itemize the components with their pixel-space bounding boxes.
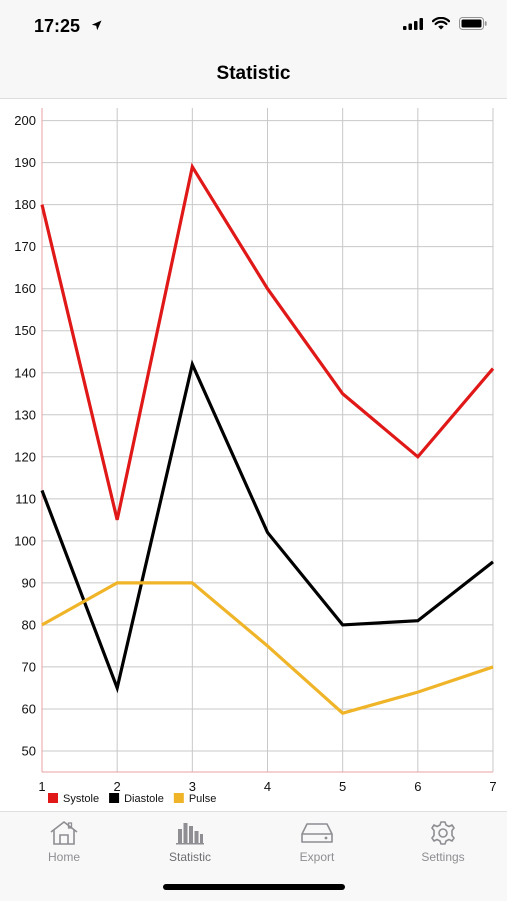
- y-tick-label: 150: [14, 323, 36, 338]
- status-time: 17:25: [34, 16, 81, 36]
- gear-icon: [431, 821, 455, 845]
- tab-statistic-label: Statistic: [168, 850, 211, 864]
- tab-export-label: Export: [299, 850, 335, 864]
- y-tick-label: 110: [15, 491, 36, 506]
- tab-statistic[interactable]: Statistic: [140, 820, 240, 864]
- series-line-systole: [40, 162, 495, 521]
- page-title: Statistic: [216, 63, 291, 84]
- y-tick-label: 200: [14, 113, 36, 128]
- x-axis-ticks: 1 2 3 4 5 6 7: [38, 779, 496, 794]
- y-tick-label: 170: [14, 239, 36, 254]
- y-tick-label: 90: [22, 575, 36, 590]
- x-tick-label: 6: [414, 779, 421, 794]
- battery-icon: [459, 17, 487, 30]
- legend-swatch-diastole: [109, 793, 120, 803]
- status-icons: [403, 17, 487, 30]
- y-tick-label: 120: [14, 449, 36, 464]
- line-chart: 50 60 70 80 90 100 110 120 130 140 150 160 170 180 190…: [14, 108, 497, 805]
- x-tick-label: 2: [114, 779, 121, 794]
- drive-icon: [301, 823, 333, 843]
- y-tick-label: 190: [14, 155, 36, 170]
- chart-series: [40, 162, 495, 715]
- y-tick-label: 70: [22, 659, 36, 674]
- legend-label-diastole: Diastole: [124, 793, 164, 805]
- home-icon: [50, 821, 78, 845]
- x-tick-label: 7: [489, 779, 496, 794]
- tab-settings[interactable]: Settings: [393, 820, 493, 864]
- y-tick-label: 140: [14, 365, 36, 380]
- tab-export[interactable]: Export: [267, 820, 367, 864]
- y-tick-label: 180: [14, 197, 36, 212]
- legend-label-systole: Systole: [63, 793, 99, 805]
- legend-swatch-pulse: [173, 793, 184, 803]
- x-tick-label: 1: [38, 779, 45, 794]
- x-tick-label: 3: [189, 779, 196, 794]
- y-tick-label: 100: [14, 533, 36, 548]
- y-tick-label: 60: [22, 701, 36, 716]
- y-tick-label: 160: [14, 281, 36, 296]
- status-bar: 17:25: [0, 0, 507, 50]
- y-axis-ticks: 50 60 70 80 90 100 110 120 130 140 150 160 170 180 190…: [14, 113, 36, 758]
- wifi-icon: [432, 17, 450, 30]
- tab-home-label: Home: [47, 850, 80, 864]
- chart-legend: Systole Diastole Pulse: [48, 793, 216, 805]
- bar-chart-icon: [176, 823, 204, 845]
- location-arrow-icon: [91, 20, 102, 31]
- chart-grid: [41, 108, 494, 773]
- y-tick-label: 130: [14, 407, 36, 422]
- statistic-chart: 50 60 70 80 90 100 110 120 130 140 150 160 170 180 190…: [0, 99, 507, 811]
- cellular-signal-icon: [403, 17, 423, 30]
- tab-settings-label: Settings: [421, 850, 465, 864]
- x-tick-label: 5: [339, 779, 346, 794]
- x-tick-label: 4: [264, 779, 271, 794]
- series-line-diastole: [40, 359, 494, 694]
- navigation-bar: Statistic: [0, 50, 507, 99]
- home-indicator: [163, 884, 345, 890]
- y-tick-label: 50: [22, 743, 36, 758]
- series-line-pulse: [41, 581, 494, 715]
- legend-label-pulse: Pulse: [189, 793, 217, 805]
- legend-swatch-systole: [48, 793, 58, 803]
- tab-home[interactable]: Home: [14, 820, 114, 864]
- y-tick-label: 80: [22, 617, 36, 632]
